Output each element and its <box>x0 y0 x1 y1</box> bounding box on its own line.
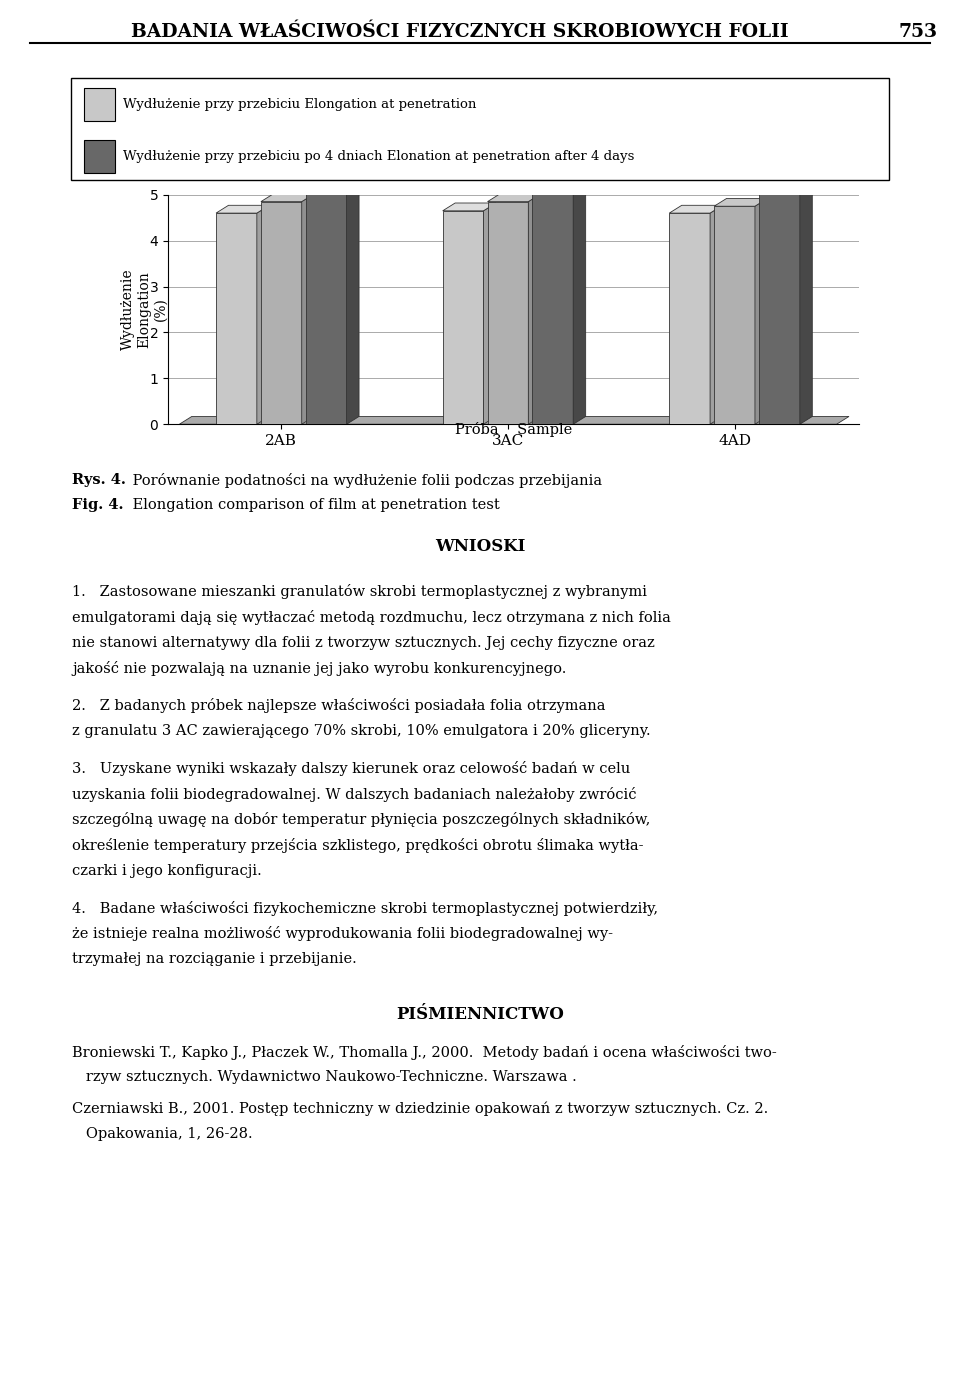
FancyBboxPatch shape <box>71 78 889 181</box>
Bar <box>714 206 755 424</box>
Text: 753: 753 <box>899 24 938 40</box>
Text: Broniewski T., Kapko J., Płaczek W., Thomalla J., 2000.  Metody badań i ocena wł: Broniewski T., Kapko J., Płaczek W., Tho… <box>72 1045 777 1060</box>
Text: że istnieje realna możliwość wyprodukowania folii biodegradowalnej wy-: że istnieje realna możliwość wyprodukowa… <box>72 926 613 942</box>
Polygon shape <box>216 206 270 213</box>
Bar <box>84 140 115 172</box>
Bar <box>84 88 115 121</box>
Bar <box>306 184 347 424</box>
Polygon shape <box>488 193 540 202</box>
Text: Elongation comparison of film at penetration test: Elongation comparison of film at penetra… <box>128 498 499 512</box>
Text: 2.   Z badanych próbek najlepsze właściwości posiadała folia otrzymana: 2. Z badanych próbek najlepsze właściwoś… <box>72 698 606 714</box>
Polygon shape <box>180 416 849 424</box>
Polygon shape <box>533 172 586 181</box>
Polygon shape <box>261 193 314 202</box>
Bar <box>669 213 710 424</box>
Polygon shape <box>800 178 812 424</box>
Polygon shape <box>443 203 496 211</box>
Text: Wydłużenie przy przebiciu po 4 dniach Elonation at penetration after 4 days: Wydłużenie przy przebiciu po 4 dniach El… <box>123 150 635 163</box>
Text: emulgatorami dają się wytłaczać metodą rozdmuchu, lecz otrzymana z nich folia: emulgatorami dają się wytłaczać metodą r… <box>72 609 671 625</box>
Polygon shape <box>306 175 359 184</box>
Text: określenie temperatury przejścia szklistego, prędkości obrotu ślimaka wytła-: określenie temperatury przejścia szklist… <box>72 837 643 853</box>
Text: uzyskania folii biodegradowalnej. W dalszych badaniach należałoby zwrócić: uzyskania folii biodegradowalnej. W dals… <box>72 786 636 801</box>
Bar <box>488 202 528 424</box>
Text: Próba    Sample: Próba Sample <box>455 421 572 437</box>
Text: Wydłużenie przy przebiciu Elongation at penetration: Wydłużenie przy przebiciu Elongation at … <box>123 97 477 111</box>
Bar <box>261 202 301 424</box>
Text: Opakowania, 1, 26-28.: Opakowania, 1, 26-28. <box>72 1127 252 1142</box>
Text: Czerniawski B., 2001. Postęp techniczny w dziedzinie opakowań z tworzyw sztuczny: Czerniawski B., 2001. Postęp techniczny … <box>72 1102 768 1116</box>
Polygon shape <box>528 193 540 424</box>
Text: 3.   Uzyskane wyniki wskazały dalszy kierunek oraz celowość badań w celu: 3. Uzyskane wyniki wskazały dalszy kieru… <box>72 761 631 776</box>
Polygon shape <box>484 203 496 424</box>
Text: rzyw sztucznych. Wydawnictwo Naukowo-Techniczne. Warszawa .: rzyw sztucznych. Wydawnictwo Naukowo-Tec… <box>72 1071 577 1085</box>
Bar <box>216 213 257 424</box>
Bar <box>443 211 484 424</box>
Text: jakość nie pozwalają na uznanie jej jako wyrobu konkurencyjnego.: jakość nie pozwalają na uznanie jej jako… <box>72 661 566 676</box>
Polygon shape <box>714 199 767 206</box>
Text: czarki i jego konfiguracji.: czarki i jego konfiguracji. <box>72 864 262 878</box>
Text: 4.   Badane właściwości fizykochemiczne skrobi termoplastycznej potwierdziły,: 4. Badane właściwości fizykochemiczne sk… <box>72 901 659 915</box>
Text: Fig. 4.: Fig. 4. <box>72 498 124 512</box>
Y-axis label: Wydłużenie
Elongation
(%): Wydłużenie Elongation (%) <box>121 268 167 351</box>
Text: 1.   Zastosowane mieszanki granulatów skrobi termoplastycznej z wybranymi: 1. Zastosowane mieszanki granulatów skro… <box>72 584 647 600</box>
Polygon shape <box>710 206 723 424</box>
Polygon shape <box>573 172 586 424</box>
Polygon shape <box>347 175 359 424</box>
Text: trzymałej na rozciąganie i przebijanie.: trzymałej na rozciąganie i przebijanie. <box>72 953 357 967</box>
Text: Rys. 4.: Rys. 4. <box>72 473 126 487</box>
Text: szczególną uwagę na dobór temperatur płynięcia poszczególnych składników,: szczególną uwagę na dobór temperatur pły… <box>72 812 650 828</box>
Bar <box>759 185 800 424</box>
Polygon shape <box>755 199 767 424</box>
Text: WNIOSKI: WNIOSKI <box>435 538 525 555</box>
Text: BADANIA WŁAŚCIWOŚCI FIZYCZNYCH SKROBIOWYCH FOLII: BADANIA WŁAŚCIWOŚCI FIZYCZNYCH SKROBIOWY… <box>132 24 789 40</box>
Bar <box>533 181 573 424</box>
Polygon shape <box>257 206 270 424</box>
Text: nie stanowi alternatywy dla folii z tworzyw sztucznych. Jej cechy fizyczne oraz: nie stanowi alternatywy dla folii z twor… <box>72 636 655 650</box>
Text: z granulatu 3 AC zawierającego 70% skrobi, 10% emulgatora i 20% gliceryny.: z granulatu 3 AC zawierającego 70% skrob… <box>72 723 651 739</box>
Text: Porównanie podatności na wydłużenie folii podczas przebijania: Porównanie podatności na wydłużenie foli… <box>128 473 602 488</box>
Polygon shape <box>759 178 812 185</box>
Polygon shape <box>669 206 723 213</box>
Text: PIŚMIENNICTWO: PIŚMIENNICTWO <box>396 1006 564 1022</box>
Polygon shape <box>301 193 314 424</box>
